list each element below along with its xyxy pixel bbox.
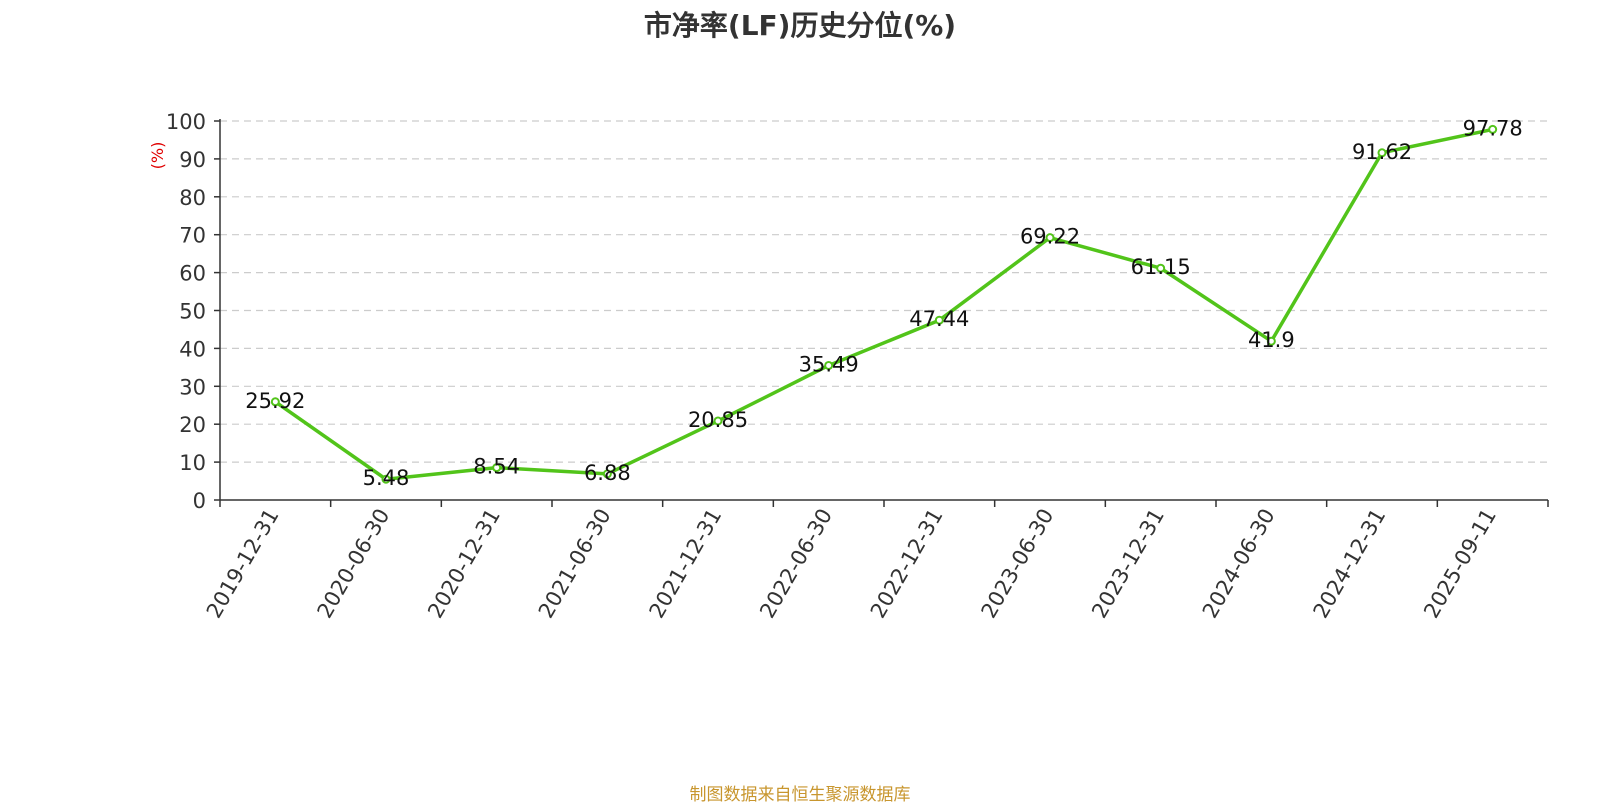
axes	[214, 119, 1549, 507]
x-tick-label: 2019-12-31	[202, 505, 284, 623]
y-axis-label: (%)	[148, 142, 167, 170]
x-tick-label: 2022-06-30	[755, 505, 837, 623]
x-tick-label: 2023-06-30	[977, 505, 1059, 623]
data-point	[602, 469, 612, 479]
data-point	[934, 315, 944, 325]
y-tick-label: 50	[179, 300, 206, 324]
y-tick-label: 40	[179, 337, 206, 361]
x-tick-labels: 2019-12-31 2020-06-30 2020-12-31 2021-06-30…	[202, 504, 1501, 622]
data-point	[1045, 233, 1055, 243]
x-tick-label: 2020-12-31	[423, 504, 505, 622]
data-label: 91.62	[1352, 140, 1412, 164]
series-line	[270, 124, 1498, 484]
data-point	[270, 397, 280, 407]
data-source-note: 制图数据来自恒生聚源数据库	[689, 785, 911, 805]
data-labels: 25.92 5.48 8.54 6.88 20.85 35.49 47.44 69.22 61.…	[245, 116, 1522, 490]
data-label: 8.54	[473, 455, 520, 479]
x-tick-label: 2021-12-31	[645, 505, 727, 623]
y-tick-label: 30	[179, 375, 206, 399]
data-point	[1156, 263, 1166, 273]
y-tick-label: 70	[179, 224, 206, 248]
data-point	[1488, 124, 1498, 134]
x-tick-label: 2024-06-30	[1198, 505, 1280, 623]
data-point	[713, 416, 723, 426]
data-point	[381, 474, 391, 484]
y-tick-label: 0	[193, 489, 206, 513]
data-label: 6.88	[584, 461, 631, 485]
data-label: 25.92	[245, 389, 305, 413]
series-line-path	[274, 127, 1494, 481]
x-tick-label: 2023-12-31	[1087, 505, 1169, 623]
y-tick-label: 90	[179, 148, 206, 172]
data-point	[492, 463, 502, 473]
data-label: 69.22	[1020, 225, 1080, 249]
data-label: 20.85	[688, 408, 748, 432]
x-tick-label: 2021-06-30	[534, 505, 616, 623]
data-label: 61.15	[1131, 255, 1191, 279]
x-tick-label: 2022-12-31	[866, 504, 948, 622]
y-tick-labels: 0 10 20 30 40 50 60 70 80 90 100	[166, 110, 206, 513]
data-label: 41.9	[1248, 328, 1295, 352]
data-point	[1266, 336, 1276, 346]
x-tick-label: 2024-12-31	[1309, 505, 1391, 623]
data-point	[824, 360, 834, 370]
y-tick-label: 80	[179, 186, 206, 210]
chart-title: 市净率(LF)历史分位(%)	[643, 9, 957, 42]
data-point	[1377, 148, 1387, 158]
data-label: 5.48	[363, 466, 410, 490]
data-label: 97.78	[1463, 116, 1523, 140]
gridlines	[220, 120, 1548, 463]
y-tick-label: 100	[166, 110, 206, 134]
x-tick-label: 2025-09-11	[1419, 505, 1501, 623]
data-label: 47.44	[909, 307, 969, 331]
data-label: 35.49	[799, 352, 859, 376]
y-tick-label: 60	[179, 262, 206, 286]
y-tick-label: 20	[179, 413, 206, 437]
y-tick-label: 10	[179, 451, 206, 475]
x-tick-label: 2020-06-30	[313, 505, 395, 623]
